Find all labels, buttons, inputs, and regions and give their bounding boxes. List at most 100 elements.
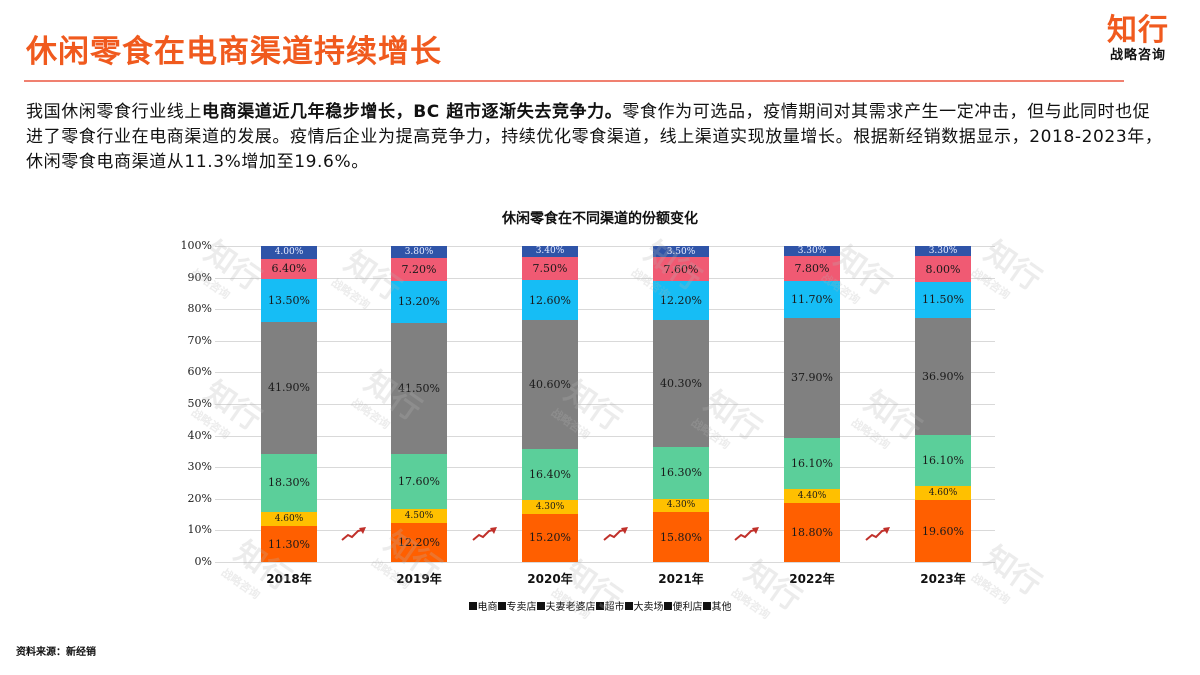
bar-2018年: 11.30% 4.60% 18.30% 41.90% 13.50% 6.40% 4.00% <box>261 246 317 562</box>
x-tick-label: 2019年 <box>396 572 442 586</box>
legend-label: 专卖店 <box>506 602 537 613</box>
legend-item: 夫妻老婆店 <box>536 598 596 613</box>
y-tick-label: 100% <box>180 239 212 252</box>
gridline <box>215 340 995 342</box>
x-tick-label: 2020年 <box>527 572 573 586</box>
gridline <box>215 562 995 563</box>
bar-2022年: 18.80% 4.40% 16.10% 37.90% 11.70% 7.80% 3.30% <box>784 246 840 562</box>
legend-label: 其他 <box>711 602 732 613</box>
bar-segment: 3.50% <box>653 246 709 258</box>
x-tick-label: 2018年 <box>266 572 312 586</box>
bar-segment: 16.40% <box>522 448 578 501</box>
legend-swatch-icon <box>663 601 672 610</box>
bar-segment: 4.30% <box>653 498 709 513</box>
bar-segment: 11.30% <box>261 526 317 562</box>
legend-swatch-icon <box>536 601 545 610</box>
gridline <box>215 467 995 469</box>
bar-segment: 16.10% <box>915 434 971 486</box>
trend-arrow-icon <box>471 524 499 542</box>
bar-segment: 7.60% <box>653 257 709 282</box>
bar-segment: 13.50% <box>261 278 317 322</box>
trend-arrow-icon <box>602 524 630 542</box>
legend-swatch-icon <box>702 601 711 610</box>
y-tick-label: 90% <box>187 270 212 284</box>
legend-swatch-icon <box>624 601 633 610</box>
logo-main-text: 知行 <box>1107 13 1169 48</box>
legend-item: 其他 <box>702 598 732 613</box>
intro-text-1: 我国休闲零食行业线上 <box>26 102 202 122</box>
y-tick-label: 0% <box>194 555 212 568</box>
bar-segment: 12.20% <box>653 281 709 320</box>
legend-label: 便利店 <box>672 602 703 613</box>
intro-paragraph: 我国休闲零食行业线上电商渠道近几年稳步增长，BC 超市逐渐失去竞争力。零食作为可… <box>26 100 1166 175</box>
bar-segment: 4.60% <box>915 485 971 501</box>
gridline <box>215 435 995 437</box>
legend-item: 便利店 <box>663 598 703 613</box>
bar-segment: 4.60% <box>261 511 317 527</box>
bar-segment: 19.60% <box>915 500 971 562</box>
title-divider <box>24 80 1124 82</box>
legend-item: 电商 <box>468 598 498 613</box>
stacked-bar-chart: 11.30% 4.60% 18.30% 41.90% 13.50% 6.40% 4.00% 1… <box>215 246 995 563</box>
y-tick-label: 40% <box>187 428 212 442</box>
intro-highlight: 电商渠道近几年稳步增长，BC 超市逐渐失去竞争力。 <box>202 102 623 122</box>
bar-segment: 12.60% <box>522 280 578 321</box>
bar-segment: 37.90% <box>784 318 840 438</box>
bar-segment: 4.00% <box>261 246 317 259</box>
intro-text-2: 零食作为可选品，疫情期间对其需求产生一定冲击，但与此同时也促进了零食行业在电商渠… <box>26 102 1163 172</box>
bar-segment: 4.40% <box>784 488 840 503</box>
gridline <box>215 498 995 500</box>
y-tick-label: 10% <box>187 523 212 537</box>
bar-segment: 7.20% <box>391 258 447 281</box>
bar-segment: 15.80% <box>653 512 709 562</box>
bar-2019年: 12.20% 4.50% 17.60% 41.50% 13.20% 7.20% 3.80% <box>391 246 447 562</box>
bar-segment: 4.50% <box>391 509 447 524</box>
bar-segment: 16.30% <box>653 447 709 499</box>
legend-swatch-icon <box>497 601 506 610</box>
legend-label: 大卖场 <box>633 602 664 613</box>
source-note: 资料来源：新经销 <box>16 647 96 658</box>
bar-segment: 11.50% <box>915 281 971 319</box>
bar-segment: 18.80% <box>784 502 840 562</box>
x-tick-label: 2023年 <box>920 572 966 586</box>
legend-item: 专卖店 <box>497 598 537 613</box>
bar-segment: 4.30% <box>522 500 578 514</box>
bar-segment: 16.10% <box>784 437 840 489</box>
gridline <box>215 246 995 247</box>
gridline <box>215 404 995 405</box>
bar-segment: 11.70% <box>784 281 840 319</box>
legend-label: 电商 <box>477 602 498 613</box>
bar-2020年: 15.20% 4.30% 16.40% 40.60% 12.60% 7.50% 3.40% <box>522 246 578 562</box>
gridline <box>215 530 995 532</box>
bar-2023年: 19.60% 4.60% 16.10% 36.90% 11.50% 8.00% 3.30% <box>915 246 971 562</box>
trend-arrow-icon <box>733 524 761 542</box>
brand-logo: 知行 战略咨询 <box>1098 14 1178 64</box>
bar-segment: 41.90% <box>261 321 317 454</box>
trend-arrow-icon <box>864 524 892 542</box>
gridline <box>215 277 995 279</box>
bar-segment: 15.20% <box>522 513 578 562</box>
legend-item: 超市 <box>595 598 625 613</box>
bar-segment: 3.80% <box>391 246 447 259</box>
y-tick-label: 80% <box>187 302 212 316</box>
bar-segment: 3.40% <box>522 246 578 257</box>
x-tick-label: 2021年 <box>658 572 704 586</box>
y-tick-label: 60% <box>187 365 212 379</box>
legend-swatch-icon <box>595 601 604 610</box>
y-tick-label: 20% <box>187 491 212 505</box>
y-tick-label: 70% <box>187 333 212 347</box>
bar-segment: 36.90% <box>915 318 971 435</box>
y-tick-label: 30% <box>187 460 212 474</box>
bar-2021年: 15.80% 4.30% 16.30% 40.30% 12.20% 7.60% 3.50% <box>653 246 709 562</box>
bar-segment: 18.30% <box>261 453 317 512</box>
x-tick-label: 2022年 <box>789 572 835 586</box>
bar-segment: 12.20% <box>391 523 447 562</box>
gridline <box>215 309 995 311</box>
gridline <box>215 372 995 374</box>
legend-item: 大卖场 <box>624 598 664 613</box>
bar-segment: 3.30% <box>784 246 840 257</box>
bar-segment: 41.50% <box>391 322 447 454</box>
legend-swatch-icon <box>468 601 477 610</box>
bar-segment: 7.80% <box>784 256 840 282</box>
bar-segment: 40.30% <box>653 319 709 447</box>
